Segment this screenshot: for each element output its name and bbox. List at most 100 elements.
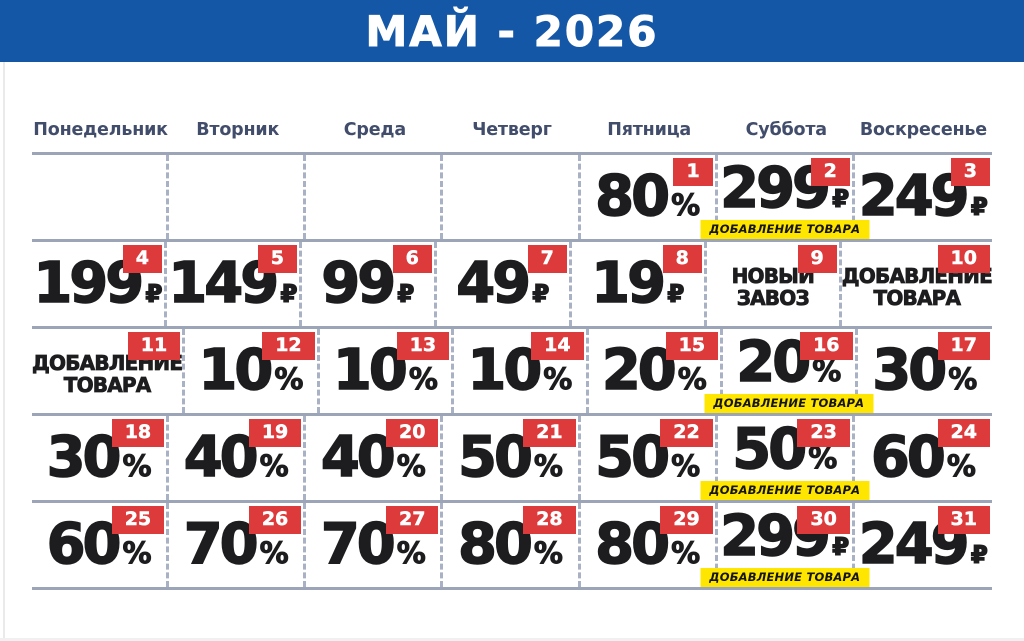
offer-amount: 20 [601,338,677,403]
ruble-sign: ₽ [970,540,989,569]
week-row: 25 60% 26 70% 27 70% 28 80% 29 80% 30 299 ₽ ДОБАВЛЕНИ… [32,500,992,587]
ruble-sign: ₽ [280,279,298,308]
day-number-badge: 20 [385,419,439,447]
day-cell: 8 19 ₽ [572,242,707,326]
day-cell: 13 10% [320,329,455,413]
day-number-badge: 18 [111,419,165,447]
product-addition-banner: ДОБАВЛЕНИЕ ТОВАРА [704,393,874,413]
percent-sign: % [122,536,152,570]
day-offer-value: 40% [183,429,289,487]
week-row: 18 30% 19 40% 20 40% 21 50% 22 50% 23 50% ДОБАВЛЕНИЕ… [32,413,992,500]
day-number-badge: 25 [111,506,165,534]
day-number-badge: 15 [665,332,719,360]
ruble-sign: ₽ [532,279,550,308]
offer-amount: 50 [457,425,533,490]
offer-amount: 10 [332,338,408,403]
day-number-badge: 3 [950,158,990,186]
day-cell: 20 40% [306,416,444,500]
day-offer-value: 80% [594,512,700,577]
day-cell: 3 249 ₽ [855,155,992,239]
week-row: 1 80% 2 299 ₽ ДОБАВЛЕНИЕ ТОВАРА 3 249 ₽ [32,152,992,239]
offer-amount: 70 [320,512,396,577]
day-number-badge: 11 [127,332,181,360]
percent-sign: % [396,449,426,483]
product-addition-banner: ДОБАВЛЕНИЕ ТОВАРА [700,219,870,239]
day-offer-value: 99 ₽ [320,255,415,313]
offer-amount: 30 [46,425,122,490]
weekday-label: Четверг [472,120,552,140]
day-cell: 17 30% [858,329,992,413]
offer-amount: 80 [594,164,670,229]
ruble-sign: ₽ [145,279,163,308]
day-number-badge: 23 [797,419,850,447]
offer-amount: 49 [455,251,531,316]
day-number-badge: 5 [257,245,297,273]
percent-sign: % [259,536,289,570]
empty-day-cell [32,155,170,239]
day-number-badge: 28 [523,506,576,534]
day-offer-value: 149 ₽ [168,255,299,313]
day-cell: 25 60% [32,503,170,587]
day-number-badge: 17 [937,332,990,360]
percent-sign: % [812,354,842,388]
day-number-badge: 1 [673,158,713,186]
day-offer-value: 20% [601,338,707,403]
percent-sign: % [677,362,707,396]
day-cell: 2 299 ₽ ДОБАВЛЕНИЕ ТОВАРА [700,155,870,239]
day-offer-value: 30% [46,425,152,490]
day-offer-value: 50% [457,425,563,490]
day-cell: 7 49 ₽ [437,242,572,326]
day-offer-value: 19 ₽ [590,255,685,313]
offer-amount: 30 [872,338,948,403]
product-addition-banner: ДОБАВЛЕНИЕ ТОВАРА [700,567,870,587]
day-cell: 23 50% ДОБАВЛЕНИЕ ТОВАРА [700,416,870,500]
ruble-sign: ₽ [970,192,989,221]
offer-amount: 20 [736,330,812,395]
day-offer-value: 10% [467,338,573,403]
day-cell: 10 ДОБАВЛЕНИЕ ТОВАРА [841,242,993,326]
day-cell: 31 249 ₽ [855,503,992,587]
day-number-badge: 16 [800,332,853,360]
offer-amount: 60 [870,425,946,490]
day-offer-value: 80% [457,516,563,574]
day-cell: 26 70% [169,503,307,587]
day-offer-value: 40% [320,429,426,487]
empty-day-cell [169,155,307,239]
percent-sign: % [408,362,438,396]
day-offer-value: 49 ₽ [455,251,550,316]
day-offer-text: НОВЫЙ ЗАВОЗ [731,263,815,310]
day-number-badge: 27 [385,506,439,534]
day-cell: 6 99 ₽ [302,242,437,326]
offer-text-line: ТОВАРА [63,373,151,397]
day-cell: 11 ДОБАВЛЕНИЕ ТОВАРА [32,329,186,413]
ruble-sign: ₽ [667,279,685,308]
day-cell: 29 80% [581,503,718,587]
day-offer-value: 70% [320,512,426,577]
day-number-badge: 13 [396,332,450,360]
ruble-sign: ₽ [397,279,415,308]
weekday-label: Среда [343,120,406,140]
day-cell: 28 80% [443,503,581,587]
day-cell: 30 299 ₽ ДОБАВЛЕНИЕ ТОВАРА [700,503,870,587]
week-row: 4 199 ₽5 149 ₽6 99 ₽7 49 ₽8 19 ₽9 НОВЫЙ ЗАВОЗ 10 ДОБАВ… [32,239,993,326]
percent-sign: % [671,449,701,483]
offer-text-line: НОВЫЙ [731,263,815,288]
percent-sign: % [396,536,426,570]
day-offer-value: 20% [736,330,842,395]
day-cell: 14 10% [454,329,589,413]
offer-amount: 80 [594,512,670,577]
title-bar: МАЙ - 2026 [0,0,1024,62]
day-number-badge: 6 [392,245,432,273]
page-title: МАЙ - 2026 [365,6,659,56]
page-bottom-edge [0,638,1024,641]
ruble-sign: ₽ [832,184,850,213]
day-cell: 27 70% [306,503,444,587]
offer-text-line: ЗАВОЗ [736,286,810,310]
percent-sign: % [274,362,304,396]
day-number-badge: 31 [937,506,990,534]
day-cell: 1 80% [581,155,718,239]
day-offer-value: 70% [183,516,289,574]
offer-amount: 10 [467,338,543,403]
day-cell: 18 30% [32,416,170,500]
